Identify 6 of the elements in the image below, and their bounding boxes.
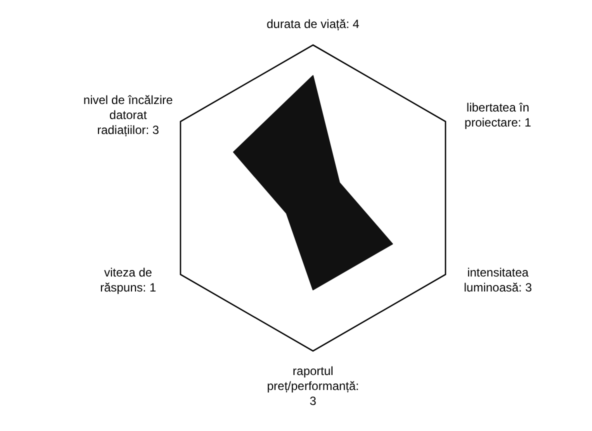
spoke-label: libertatea în proiectare: 1 [464, 100, 532, 130]
spoke-label: durata de viață: 4 [266, 17, 360, 31]
spoke-label: nivel de încălzire datorat radiațiilor: 3 [83, 93, 174, 137]
spoke-label: intensitatea luminoasă: 3 [464, 266, 532, 294]
spoke-label: viteza de răspuns: 1 [100, 266, 156, 294]
spoke-label: raportul preț/performanță: 3 [266, 364, 360, 408]
